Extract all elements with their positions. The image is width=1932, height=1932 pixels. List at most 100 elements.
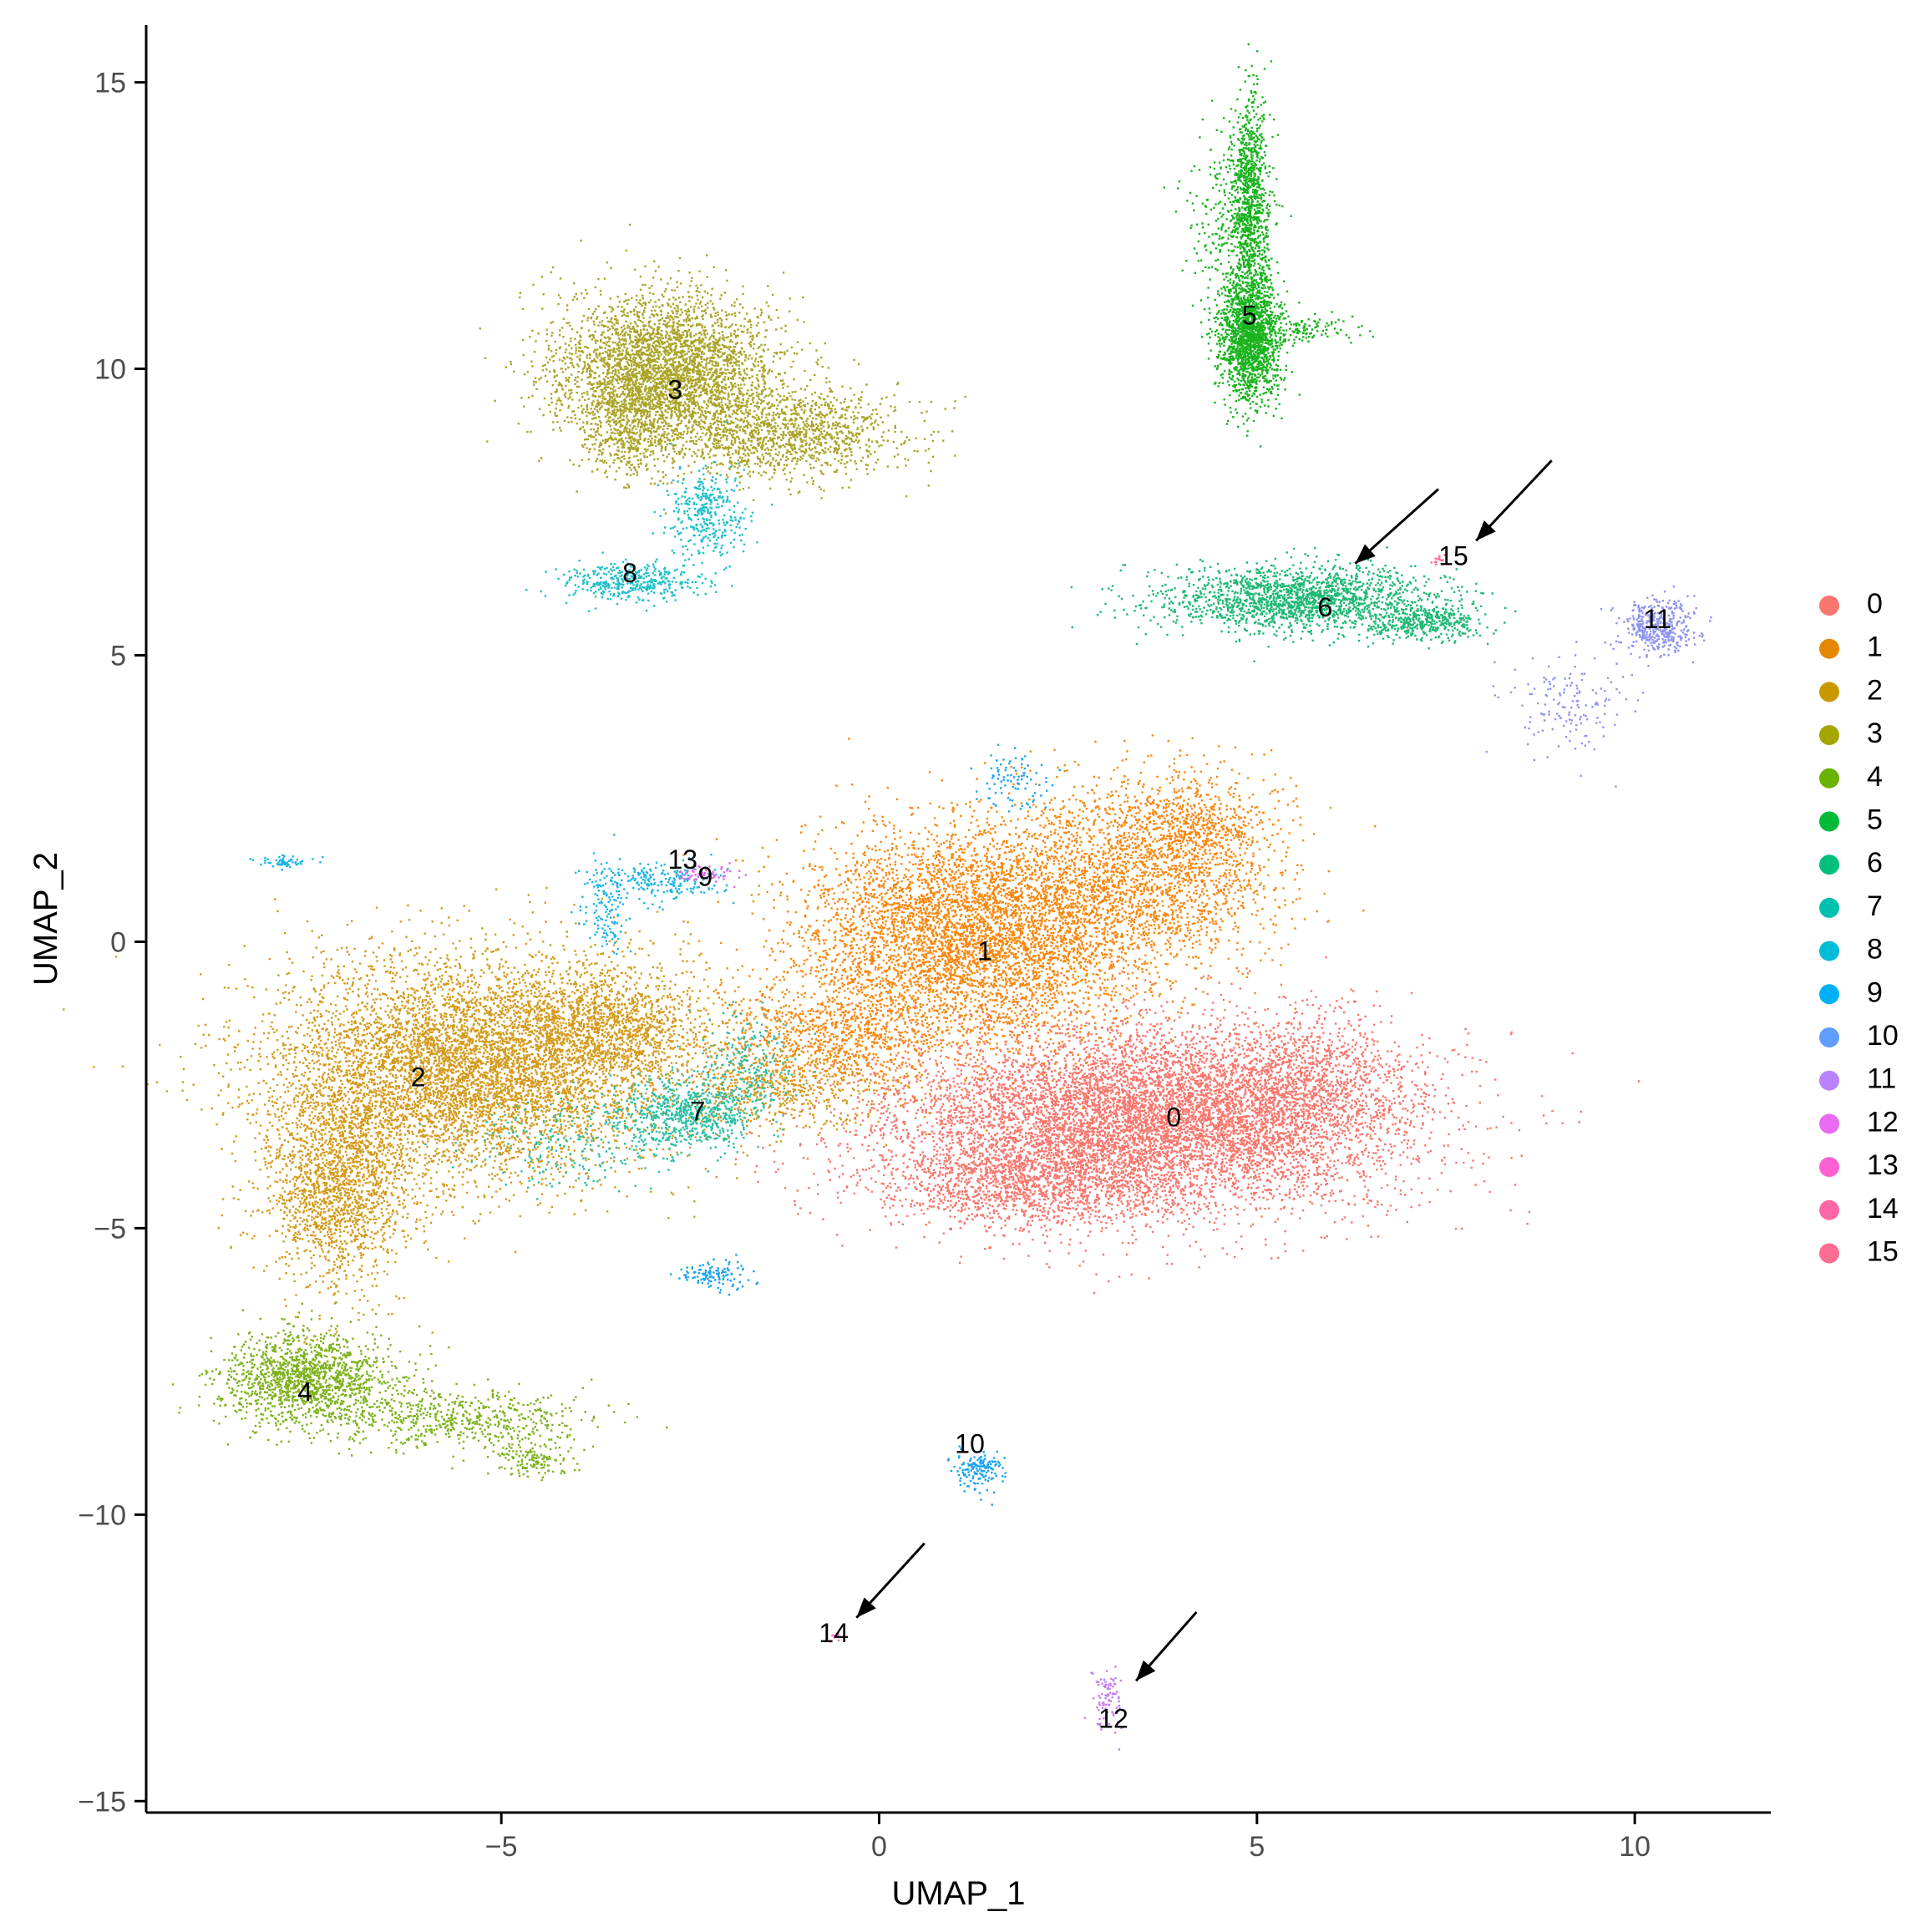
cluster-3-points	[479, 223, 860, 493]
cluster-1-point-cloud	[1087, 749, 1332, 881]
legend-item-11: 11	[1819, 1063, 1896, 1095]
cluster-4-points	[462, 1427, 595, 1482]
x-axis-title: UMAP_1	[891, 1875, 1025, 1912]
cluster-11-points	[1600, 586, 1712, 667]
legend-item-14: 14	[1819, 1193, 1899, 1225]
cluster-0-point-cloud	[688, 920, 1640, 1295]
legend-label-3: 3	[1867, 718, 1883, 749]
cluster-label-4: 4	[297, 1377, 312, 1407]
cluster-0-points	[1090, 967, 1466, 1203]
cluster-label-11: 11	[1644, 604, 1671, 634]
scatter-points-layer	[63, 43, 1712, 1751]
cluster-0-points	[688, 920, 1640, 1295]
cluster-9-points	[570, 834, 642, 956]
legend-item-10: 10	[1819, 1020, 1899, 1052]
legend-swatch-0	[1819, 596, 1839, 616]
legend-swatch-7	[1819, 897, 1839, 918]
cluster-3-point-cloud	[479, 223, 860, 493]
legend-label-12: 12	[1867, 1106, 1899, 1138]
legend-label-10: 10	[1867, 1020, 1899, 1052]
legend-item-0: 0	[1819, 588, 1883, 620]
legend-item-4: 4	[1819, 761, 1883, 793]
legend-swatch-13	[1819, 1157, 1839, 1178]
annotation-arrows-layer	[855, 459, 1553, 1682]
cluster-label-15: 15	[1438, 540, 1468, 570]
cluster-0-point-cloud	[1090, 967, 1466, 1203]
y-tick-label-6: 15	[94, 68, 126, 99]
cluster-10-point-cloud	[947, 1445, 1007, 1506]
legend-label-8: 8	[1867, 934, 1883, 966]
cluster-1-points	[675, 738, 1296, 1132]
legend-item-13: 13	[1819, 1149, 1899, 1181]
annotation-arrow-2	[1475, 459, 1553, 542]
cluster-14-point-cloud	[829, 1632, 842, 1643]
legend-item-9: 9	[1819, 976, 1883, 1008]
legend-swatch-6	[1819, 854, 1839, 875]
cluster-5-points	[1253, 311, 1374, 344]
y-tick-label-2: −5	[94, 1213, 126, 1245]
cluster-label-10: 10	[955, 1428, 985, 1458]
cluster-5-point-cloud	[1216, 43, 1284, 351]
cluster-5-points	[1216, 43, 1284, 351]
legend-item-3: 3	[1819, 718, 1883, 749]
cluster-2-point-cloud	[63, 886, 888, 1263]
cluster-9-points	[575, 854, 735, 910]
cluster-11-point-cloud	[1485, 641, 1645, 788]
cluster-4-point-cloud	[171, 1301, 450, 1457]
x-tick-label-1: 0	[871, 1831, 887, 1863]
legend-item-12: 12	[1819, 1106, 1899, 1138]
cluster-3-points	[584, 358, 966, 515]
cluster-2-points	[63, 886, 888, 1263]
legend-swatch-3	[1819, 725, 1839, 746]
legend-label-2: 2	[1867, 674, 1883, 706]
legend-item-15: 15	[1819, 1235, 1899, 1267]
legend-item-7: 7	[1819, 890, 1883, 922]
cluster-3-points	[568, 362, 723, 489]
cluster-2-points	[626, 1023, 943, 1148]
cluster-3-point-cloud	[568, 362, 723, 489]
legend-swatch-5	[1819, 811, 1839, 832]
y-axis-title: UMAP_2	[28, 852, 64, 986]
cluster-1-point-cloud	[915, 734, 1377, 1049]
cluster-1-points	[1087, 749, 1332, 881]
cluster-3-point-cloud	[584, 358, 966, 515]
legend-label-7: 7	[1867, 890, 1883, 922]
annotation-arrow-4	[1134, 1610, 1198, 1682]
cluster-4-points	[171, 1301, 450, 1457]
cluster-8-point-cloud	[525, 550, 726, 612]
cluster-13-points	[680, 862, 748, 889]
cluster-label-12: 12	[1098, 1704, 1128, 1734]
legend-item-1: 1	[1819, 631, 1883, 663]
cluster-label-0: 0	[1166, 1103, 1181, 1133]
cluster-1-point-cloud	[635, 962, 1098, 1122]
legend-swatch-12	[1819, 1113, 1839, 1134]
cluster-label-14: 14	[819, 1618, 849, 1648]
cluster-11-point-cloud	[1600, 586, 1712, 667]
cluster-12-points	[1083, 1666, 1124, 1751]
cluster-6-point-cloud	[1340, 592, 1506, 650]
legend-label-13: 13	[1867, 1149, 1899, 1181]
cluster-label-13: 13	[668, 844, 698, 875]
cluster-5-point-cloud	[1253, 311, 1374, 344]
y-tick-label-3: 0	[110, 926, 126, 958]
cluster-4-point-cloud	[462, 1427, 595, 1482]
legend-swatch-10	[1819, 1027, 1839, 1047]
cluster-label-1: 1	[977, 936, 992, 966]
legend-swatch-2	[1819, 682, 1839, 702]
cluster-label-3: 3	[667, 374, 682, 404]
legend-label-0: 0	[1867, 588, 1883, 620]
cluster-9-point-cloud	[575, 854, 735, 910]
legend-swatch-8	[1819, 941, 1839, 961]
cluster-10-points	[947, 1445, 1007, 1506]
legend-item-2: 2	[1819, 674, 1883, 706]
cluster-4-points	[232, 1377, 668, 1470]
x-tick-label-0: −5	[485, 1831, 518, 1863]
cluster-1-points	[915, 734, 1377, 1049]
cluster-label-7: 7	[690, 1097, 705, 1127]
legend-label-6: 6	[1867, 847, 1883, 879]
legend-swatch-14	[1819, 1199, 1839, 1220]
x-tick-label-3: 10	[1619, 1831, 1651, 1863]
